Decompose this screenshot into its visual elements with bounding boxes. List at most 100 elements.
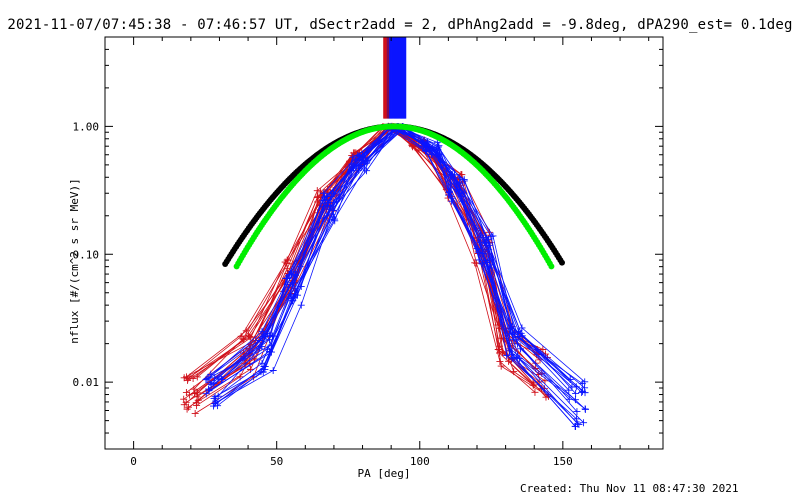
red-series-point <box>496 349 504 357</box>
chart-title: 2021-11-07/07:45:38 - 07:46:57 UT, dSect… <box>7 17 793 33</box>
red-series-point <box>530 381 538 389</box>
y-tick-label: 0.01 <box>73 376 100 389</box>
blue-series-point <box>482 239 490 247</box>
blue-series-point <box>425 147 433 155</box>
vertical-line-group <box>383 37 407 119</box>
blue-series-point <box>203 374 211 382</box>
blue-series-line <box>213 127 576 427</box>
blue-series-point <box>288 271 296 279</box>
blue-series-point <box>282 275 290 283</box>
x-tick-label: 0 <box>130 455 137 468</box>
blue-series-point <box>321 196 329 204</box>
red-series-point <box>535 371 543 379</box>
red-series-point <box>283 259 291 267</box>
red-series-point <box>192 399 200 407</box>
blue-series-point <box>359 151 367 159</box>
blue-series-line <box>206 126 586 393</box>
blue-series-point <box>320 189 328 197</box>
blue-series-point <box>573 408 581 416</box>
blue-series-point <box>572 415 580 423</box>
blue-series-point <box>205 387 213 395</box>
blue-series-point <box>518 324 526 332</box>
blue-series-point <box>513 340 521 348</box>
x-axis-label: PA [deg] <box>358 467 411 480</box>
green-fit-curve <box>233 123 555 270</box>
axes-group: 0 50 100 150 0.01 0.10 1.00 PA [deg] nflux [#/(c… <box>68 36 664 480</box>
blue-series-point <box>207 370 215 378</box>
blue-series-point <box>297 301 305 309</box>
blue-series-line <box>221 126 577 388</box>
black-fit-curve <box>222 123 565 268</box>
blue-series-point <box>481 239 489 247</box>
y-axis-label: nflux [#/(cm^2 s sr MeV)] <box>68 178 81 344</box>
blue-series-point <box>485 256 493 264</box>
blue-series-point <box>460 176 468 184</box>
blue-series-point <box>269 366 277 374</box>
blue-series-point <box>478 260 486 268</box>
blue-series-point <box>581 384 589 392</box>
red-series-point <box>471 259 479 267</box>
blue-series-point <box>258 359 266 367</box>
blue-series-point <box>581 378 589 386</box>
blue-series-point <box>202 390 210 398</box>
red-series-point <box>499 348 507 356</box>
y-tick-label: 0.10 <box>73 248 100 261</box>
red-series-point <box>185 391 193 399</box>
red-series-point <box>414 146 422 154</box>
red-series-point <box>183 405 191 413</box>
red-series-point <box>246 333 254 341</box>
blue-series-point <box>330 215 338 223</box>
x-tick-label: 150 <box>553 455 573 468</box>
blue-series-point <box>580 419 588 427</box>
red-series-point <box>193 373 201 381</box>
blue-series-point <box>212 397 220 405</box>
blue-series-point <box>435 142 443 150</box>
blue-series-point <box>517 329 525 337</box>
created-timestamp: Created: Thu Nov 11 08:47:30 2021 <box>520 482 739 495</box>
red-series-point <box>497 362 505 370</box>
blue-series-point <box>360 165 368 173</box>
blue-series-point <box>434 145 442 153</box>
blue-series-line <box>205 126 583 392</box>
red-series-point <box>186 373 194 381</box>
black-fit-point <box>558 259 565 266</box>
blue-series-line <box>214 127 578 425</box>
blue-series-line <box>221 126 583 384</box>
red-series-point <box>193 393 201 401</box>
blue-series-point <box>210 379 218 387</box>
blue-series-line <box>214 127 580 425</box>
red-series-point <box>191 409 199 417</box>
blue-series-point <box>506 329 514 337</box>
blue-series-point <box>349 163 357 171</box>
blue-series-group <box>202 122 589 430</box>
red-series-point <box>313 187 321 195</box>
x-tick-label: 50 <box>270 455 283 468</box>
blue-series-line <box>215 127 576 427</box>
blue-series-point <box>421 147 429 155</box>
x-tick-label: 100 <box>410 455 430 468</box>
blue-series-line <box>208 126 573 388</box>
red-series-point <box>180 401 188 409</box>
blue-series-point <box>290 279 298 287</box>
blue-series-point <box>261 363 269 371</box>
blue-series-point <box>565 386 573 394</box>
blue-series-point <box>575 420 583 428</box>
blue-series-point <box>354 161 362 169</box>
red-series-point <box>180 395 188 403</box>
blue-series-point <box>294 291 302 299</box>
blue-series-point <box>218 375 226 383</box>
blue-series-point <box>206 379 214 387</box>
blue-series-point <box>514 333 522 341</box>
blue-series-point <box>287 291 295 299</box>
green-fit-point <box>548 263 555 270</box>
blue-series-point <box>581 405 589 413</box>
blue-series-point <box>475 256 483 264</box>
red-series-point <box>531 388 539 396</box>
blue-series-point <box>579 387 587 395</box>
blue-series-point <box>572 383 580 391</box>
blue-series-point <box>455 186 463 194</box>
y-tick-label: 1.00 <box>73 120 100 133</box>
blue-series-point <box>348 160 356 168</box>
blue-series-point <box>325 209 333 217</box>
